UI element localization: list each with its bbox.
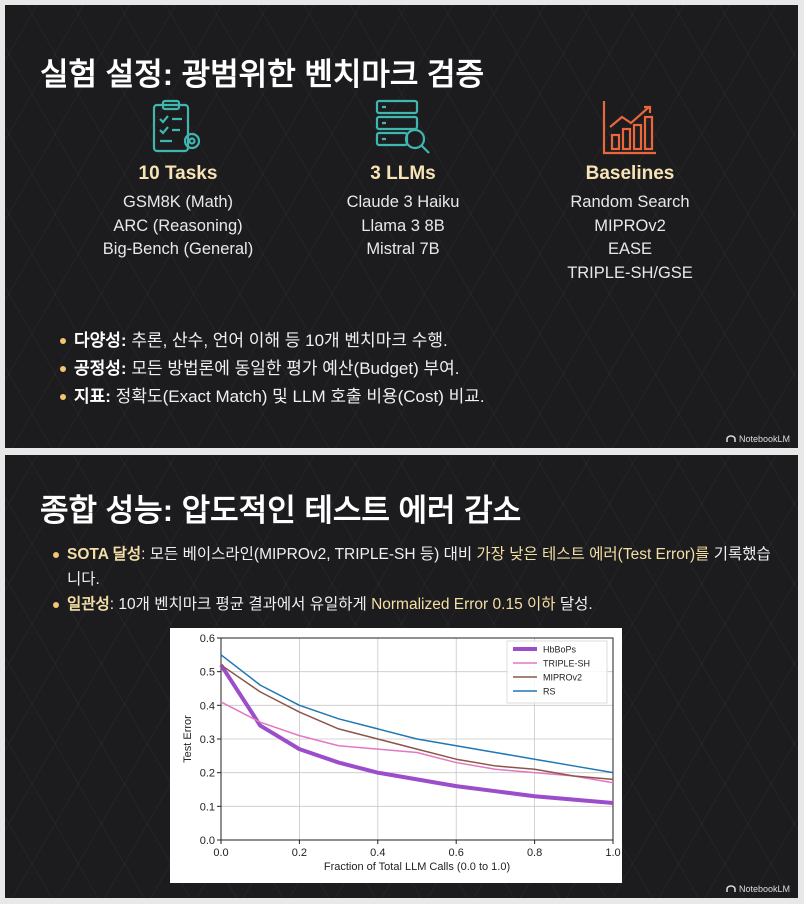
bullet: 지표: 정확도(Exact Match) 및 LLM 호출 비용(Cost) 비… [60, 383, 485, 411]
x-tick-label: 0.2 [292, 847, 307, 859]
y-tick-label: 0.4 [200, 700, 215, 712]
plot-frame [220, 637, 614, 841]
line-series [219, 663, 614, 805]
legend-label: MIPROv2 [543, 673, 582, 683]
llm-icon [375, 99, 430, 154]
tasks-icon [152, 99, 201, 153]
column-heading: 10 Tasks [138, 163, 218, 184]
x-axis-label: Fraction of Total LLM Calls (0.0 to 1.0) [324, 861, 510, 873]
bullet-list: SOTA 달성: 모든 베이스라인(MIPROv2, TRIPLE-SH 등) … [53, 542, 783, 617]
bullet: SOTA 달성: 모든 베이스라인(MIPROv2, TRIPLE-SH 등) … [53, 542, 783, 592]
column: Baselines Random Search MIPROv2 EASE TRI… [515, 97, 745, 285]
y-tick-label: 0.0 [200, 835, 215, 847]
bullet-highlight: Normalized Error 0.15 이하 [371, 596, 556, 613]
x-tick-label: 1.0 [605, 847, 620, 859]
slide: 실험 설정: 광범위한 벤치마크 검증 10 Tasks GSM8K (Math… [5, 5, 798, 448]
x-tick-label: 0.0 [213, 847, 228, 859]
slide-title: 종합 성능: 압도적인 테스트 에러 감소 [40, 493, 522, 528]
legend-label: RS [543, 687, 556, 697]
legend-label: TRIPLE-SH [543, 659, 590, 669]
column-item: EASE [607, 240, 653, 258]
column-item: Llama 3 8B [361, 216, 445, 235]
column-item: GSM8K (Math) [122, 193, 234, 211]
slide: 종합 성능: 압도적인 테스트 에러 감소 SOTA 달성: 모든 베이스라인(… [5, 455, 798, 898]
watermark-icon [726, 885, 736, 892]
column-item: ARC (Reasoning) [113, 216, 243, 235]
column-heading: Baselines [585, 163, 675, 184]
x-tick-label: 0.8 [527, 847, 542, 859]
column-item: Claude 3 Haiku [346, 193, 460, 211]
column-heading: 3 LLMs [370, 163, 436, 184]
watermark-text: NotebookLM [738, 884, 790, 894]
column: 3 LLMs Claude 3 Haiku Llama 3 8B Mistral… [288, 97, 518, 262]
watermark: NotebookLM [726, 434, 790, 444]
watermark-icon [726, 435, 736, 442]
bullet-list: 다양성: 추론, 산수, 언어 이해 등 10개 벤치마크 수행. 공정성: 모… [60, 327, 485, 411]
y-axis-label: Test Error [182, 715, 194, 763]
bullet-text: : 모든 베이스라인(MIPROv2, TRIPLE-SH 등) 대비 [141, 546, 477, 563]
bullet-text: 기록했습니다. [67, 546, 771, 588]
line-series [220, 664, 614, 781]
slide-title: 실험 설정: 광범위한 벤치마크 검증 [40, 57, 485, 92]
bullet-label: 지표: [74, 387, 111, 406]
chart: 0.0 0.1 0.2 0.3 0.4 0.5 0.6 0.0 0.2 0.4 0.6 0.8 1.0 F… [170, 628, 622, 883]
column-item: Random Search [570, 193, 690, 211]
legend-box [506, 640, 608, 704]
column-item: Big-Bench (General) [102, 240, 254, 258]
bullet-text: 달성. [555, 596, 593, 613]
column: 10 Tasks GSM8K (Math) ARC (Reasoning) Bi… [63, 97, 293, 262]
legend-label: HbBoPs [543, 645, 577, 655]
column-item: Mistral 7B [366, 240, 440, 258]
y-tick-label: 0.3 [200, 734, 215, 746]
baselines-icon [602, 101, 656, 155]
bullet-highlight: 가장 낮은 테스트 에러(Test Error)를 [476, 546, 710, 563]
bullet-label: 공정성: [74, 359, 127, 378]
y-tick-label: 0.1 [200, 801, 215, 813]
bullet: 일관성: 10개 벤치마크 평균 결과에서 유일하게 Normalized Er… [53, 592, 783, 617]
watermark: NotebookLM [726, 884, 790, 894]
bullet-text: 추론, 산수, 언어 이해 등 10개 벤치마크 수행. [126, 331, 448, 350]
bullet-label: 일관성 [67, 596, 110, 613]
y-tick-label: 0.2 [200, 768, 215, 780]
x-tick-label: 0.6 [449, 847, 464, 859]
bullet: 다양성: 추론, 산수, 언어 이해 등 10개 벤치마크 수행. [60, 327, 485, 355]
bullet-text: 모든 방법론에 동일한 평가 예산(Budget) 부여. [126, 359, 460, 378]
column-item: MIPROv2 [594, 216, 666, 235]
line-series [220, 701, 614, 784]
bullet-label: SOTA 달성 [67, 546, 142, 563]
watermark-text: NotebookLM [738, 434, 790, 444]
x-tick-label: 0.4 [370, 847, 385, 859]
bullet-text: : 10개 벤치마크 평균 결과에서 유일하게 [109, 596, 372, 613]
y-tick-label: 0.5 [200, 667, 215, 679]
bullet: 공정성: 모든 방법론에 동일한 평가 예산(Budget) 부여. [60, 355, 485, 383]
bullet-label: 다양성: [74, 331, 127, 350]
bullet-text: 정확도(Exact Match) 및 LLM 호출 비용(Cost) 비교. [110, 387, 485, 406]
column-item: TRIPLE-SH/GSE [567, 263, 693, 282]
y-tick-label: 0.6 [200, 633, 215, 645]
line-series [220, 654, 614, 774]
